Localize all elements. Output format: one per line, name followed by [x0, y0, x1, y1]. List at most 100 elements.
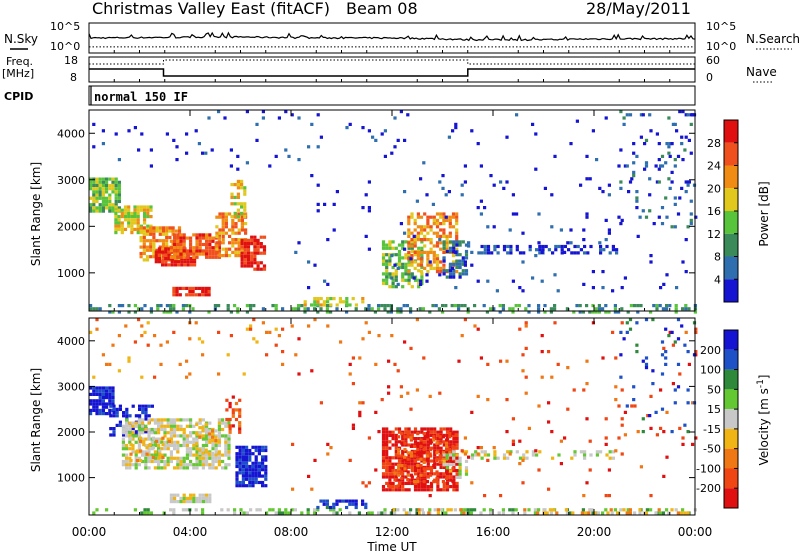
- data-cell: [636, 304, 640, 308]
- data-cell: [210, 148, 214, 152]
- data-cell: [160, 427, 164, 432]
- data-cell: [238, 484, 242, 488]
- data-cell: [185, 437, 189, 441]
- data-cell: [176, 252, 180, 256]
- data-cell: [208, 463, 212, 467]
- data-cell: [131, 450, 135, 454]
- data-cell: [136, 221, 140, 225]
- data-cell: [316, 183, 320, 187]
- data-cell: [385, 278, 389, 282]
- data-cell: [413, 238, 417, 242]
- data-cell: [161, 245, 166, 249]
- data-cell: [310, 487, 314, 491]
- data-cell: [449, 443, 453, 447]
- data-cell: [142, 452, 146, 456]
- data-cell: [95, 386, 99, 390]
- data-cell: [448, 262, 453, 266]
- data-cell: [112, 433, 116, 437]
- data-cell: [264, 477, 268, 481]
- data-cell: [489, 508, 493, 512]
- data-cell: [681, 307, 685, 311]
- data-cell: [617, 164, 621, 168]
- data-cell: [108, 183, 112, 188]
- data-cell: [404, 272, 408, 276]
- data-cell: [246, 238, 251, 242]
- data-cell: [264, 474, 268, 478]
- data-cell: [407, 253, 411, 257]
- data-cell: [105, 203, 109, 207]
- data-cell: [591, 286, 595, 290]
- data-cell: [257, 448, 261, 453]
- data-cell: [224, 434, 228, 438]
- data-cell: [204, 290, 208, 294]
- data-cell: [182, 427, 186, 432]
- data-cell: [195, 453, 199, 457]
- data-cell: [585, 417, 589, 421]
- data-cell: [589, 244, 593, 249]
- data-cell: [208, 437, 212, 441]
- data-cell: [114, 211, 118, 215]
- data-cell: [397, 259, 402, 263]
- data-cell: [616, 511, 620, 515]
- data-cell: [261, 307, 265, 311]
- data-cell: [649, 254, 653, 258]
- data-cell: [121, 453, 125, 457]
- data-cell: [145, 239, 150, 243]
- data-cell: [155, 226, 159, 230]
- data-cell: [394, 440, 398, 444]
- data-cell: [211, 236, 215, 240]
- data-cell: [214, 435, 218, 439]
- data-cell: [501, 511, 505, 515]
- data-cell: [143, 330, 147, 334]
- data-cell: [217, 246, 221, 250]
- data-cell: [439, 247, 443, 251]
- data-cell: [552, 508, 556, 512]
- data-cell: [243, 264, 247, 268]
- data-cell: [630, 177, 634, 181]
- data-cell: [105, 187, 109, 191]
- data-cell: [251, 471, 255, 475]
- data-cell: [181, 307, 185, 311]
- data-cell: [420, 265, 424, 270]
- data-cell: [435, 257, 440, 261]
- data-cell: [195, 434, 199, 438]
- data-cell: [294, 250, 298, 254]
- data-cell: [271, 304, 275, 308]
- data-cell: [323, 279, 327, 283]
- data-cell: [580, 511, 584, 515]
- data-cell: [401, 246, 405, 250]
- data-cell: [172, 511, 176, 515]
- data-cell: [185, 375, 189, 379]
- data-cell: [313, 263, 317, 267]
- data-cell: [432, 266, 436, 270]
- nave-tick-low: 0: [706, 71, 713, 84]
- data-cell: [179, 236, 183, 240]
- data-cell: [435, 270, 440, 274]
- data-cell: [364, 193, 368, 197]
- data-cell: [684, 190, 688, 194]
- data-cell: [122, 433, 126, 437]
- data-cell: [161, 250, 165, 254]
- data-cell: [429, 263, 433, 267]
- data-cell: [238, 455, 242, 459]
- data-cell: [261, 474, 265, 478]
- data-cell: [364, 234, 368, 238]
- data-cell: [152, 226, 156, 230]
- colorbar-segment: [724, 211, 738, 234]
- data-cell: [455, 240, 459, 244]
- data-cell: [153, 375, 157, 379]
- data-cell: [236, 307, 240, 311]
- noise-right-tick-high: 10^5: [706, 20, 736, 33]
- data-cell: [161, 248, 166, 252]
- data-cell: [556, 289, 560, 293]
- data-cell: [259, 242, 263, 246]
- data-cell: [381, 449, 386, 453]
- data-cell: [235, 471, 239, 475]
- data-cell: [483, 248, 487, 252]
- data-cell: [435, 218, 440, 222]
- colorbar-tick-label: 8: [714, 251, 721, 264]
- data-cell: [381, 427, 386, 431]
- data-cell: [121, 440, 125, 444]
- data-cell: [664, 161, 668, 165]
